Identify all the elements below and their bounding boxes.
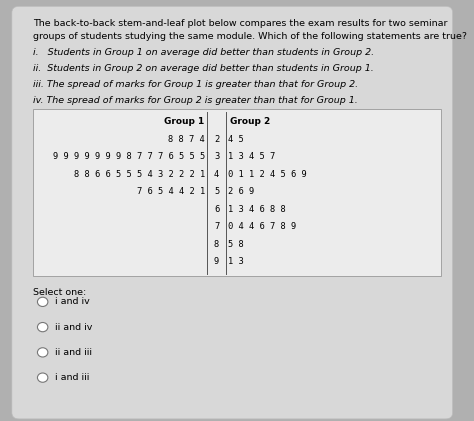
Text: iv. The spread of marks for Group 2 is greater than that for Group 1.: iv. The spread of marks for Group 2 is g…: [33, 96, 358, 104]
Text: i and iii: i and iii: [55, 373, 89, 382]
FancyBboxPatch shape: [12, 6, 453, 419]
Text: 3: 3: [214, 152, 219, 161]
Text: 8: 8: [214, 240, 219, 249]
Text: 6: 6: [214, 205, 219, 214]
Text: 1 3: 1 3: [228, 257, 244, 266]
Text: 4: 4: [214, 170, 219, 179]
Text: The back-to-back stem-and-leaf plot below compares the exam results for two semi: The back-to-back stem-and-leaf plot belo…: [33, 19, 447, 28]
Circle shape: [37, 322, 48, 332]
Text: i.   Students in Group 1 on average did better than students in Group 2.: i. Students in Group 1 on average did be…: [33, 48, 374, 57]
FancyBboxPatch shape: [33, 109, 441, 276]
Text: 2 6 9: 2 6 9: [228, 187, 255, 196]
Circle shape: [37, 297, 48, 306]
Text: 9 9 9 9 9 9 9 8 7 7 7 6 5 5 5: 9 9 9 9 9 9 9 8 7 7 7 6 5 5 5: [53, 152, 205, 161]
Text: ii and iii: ii and iii: [55, 348, 91, 357]
Text: 0 4 4 6 7 8 9: 0 4 4 6 7 8 9: [228, 222, 297, 232]
Text: 5 8: 5 8: [228, 240, 244, 249]
Text: 5: 5: [214, 187, 219, 196]
Text: 1 3 4 5 7: 1 3 4 5 7: [228, 152, 276, 161]
Text: Group 2: Group 2: [230, 117, 270, 126]
Text: 7 6 5 4 4 2 1: 7 6 5 4 4 2 1: [137, 187, 205, 196]
Text: groups of students studying the same module. Which of the following statements a: groups of students studying the same mod…: [33, 32, 467, 40]
Text: i and iv: i and iv: [55, 297, 89, 306]
Text: ii.  Students in Group 2 on average did better than students in Group 1.: ii. Students in Group 2 on average did b…: [33, 64, 374, 73]
Text: 9: 9: [214, 257, 219, 266]
Circle shape: [37, 373, 48, 382]
Text: 2: 2: [214, 135, 219, 144]
Text: Select one:: Select one:: [33, 288, 86, 297]
Text: 8 8 6 6 5 5 5 4 3 2 2 2 1: 8 8 6 6 5 5 5 4 3 2 2 2 1: [73, 170, 205, 179]
Text: 1 3 4 6 8 8: 1 3 4 6 8 8: [228, 205, 286, 214]
Text: 0 1 1 2 4 5 6 9: 0 1 1 2 4 5 6 9: [228, 170, 307, 179]
Text: 7: 7: [214, 222, 219, 232]
Text: 4 5: 4 5: [228, 135, 244, 144]
Text: iii. The spread of marks for Group 1 is greater than that for Group 2.: iii. The spread of marks for Group 1 is …: [33, 80, 358, 89]
Circle shape: [37, 348, 48, 357]
Text: 8 8 7 4: 8 8 7 4: [168, 135, 205, 144]
Text: Group 1: Group 1: [164, 117, 204, 126]
Text: ii and iv: ii and iv: [55, 322, 92, 332]
